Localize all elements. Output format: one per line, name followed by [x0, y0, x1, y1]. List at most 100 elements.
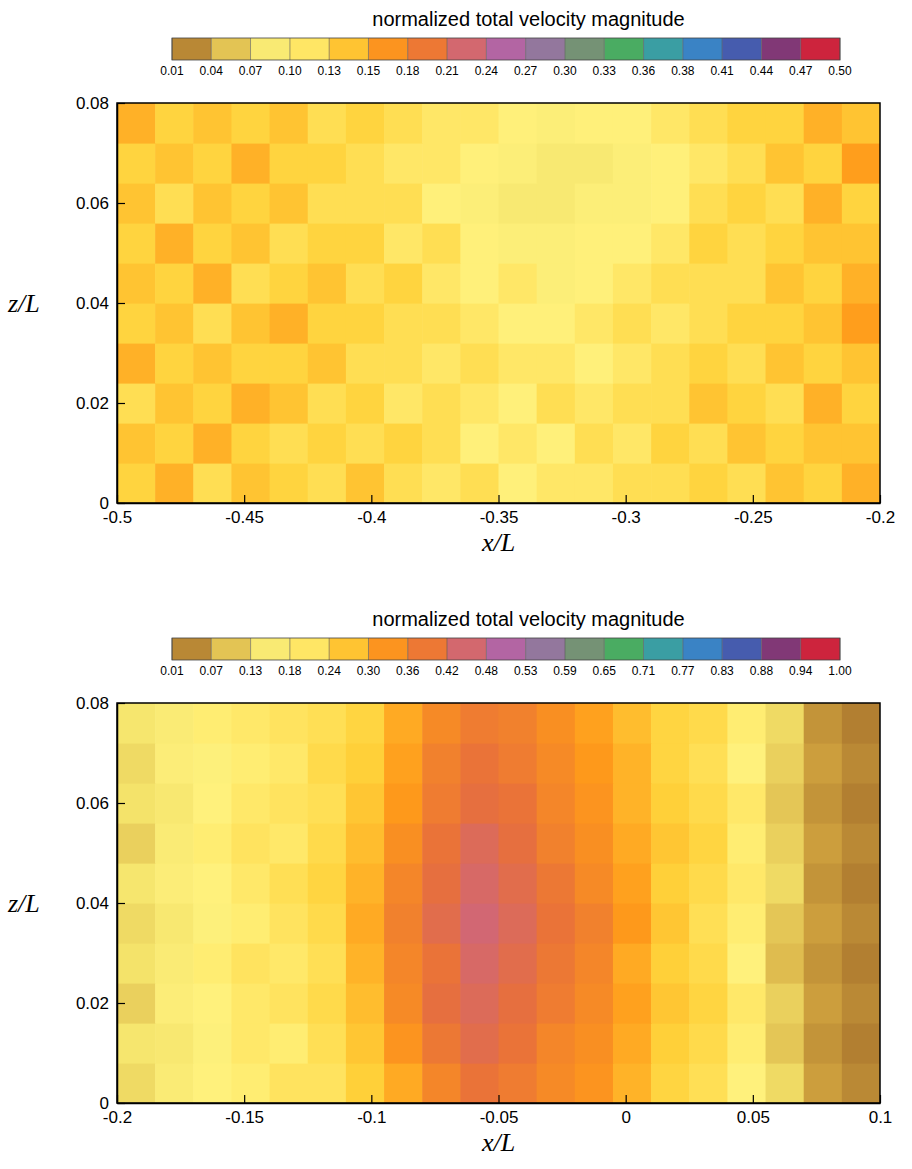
colorbar-tick-label: 0.41 — [710, 64, 734, 78]
cell — [308, 943, 347, 984]
cell — [308, 223, 347, 264]
cell — [651, 263, 690, 304]
cell — [499, 183, 538, 224]
cell — [270, 1063, 309, 1103]
cell — [575, 463, 614, 503]
colorbar-band — [486, 638, 525, 660]
cell — [537, 743, 576, 784]
cell — [689, 303, 728, 344]
cell — [193, 423, 232, 464]
cell — [460, 223, 499, 264]
cell — [842, 903, 880, 944]
cell — [193, 303, 232, 344]
cell — [422, 263, 461, 304]
colorbar-tick — [368, 638, 369, 660]
cell — [499, 783, 538, 824]
colorbar-band — [683, 38, 722, 60]
cell — [308, 303, 347, 344]
cell — [804, 943, 843, 984]
cell — [537, 783, 576, 824]
cell — [804, 863, 843, 904]
cell — [575, 383, 614, 424]
cell — [117, 103, 156, 144]
cell — [231, 223, 270, 264]
colorbar-band — [526, 638, 565, 660]
cell — [384, 223, 423, 264]
cell — [766, 143, 805, 184]
cell — [689, 463, 728, 503]
colorbar-tick — [682, 38, 683, 60]
cell — [766, 743, 805, 784]
y-tick: 0 — [100, 1094, 125, 1113]
cell — [384, 863, 423, 904]
cell — [766, 423, 805, 464]
colorbar-tick-label: 0.65 — [593, 664, 617, 678]
cell — [270, 463, 309, 503]
plot-frame — [117, 103, 880, 503]
cell — [384, 703, 423, 744]
cell — [842, 1063, 880, 1103]
cell — [422, 823, 461, 864]
cell — [651, 783, 690, 824]
cell — [537, 703, 576, 744]
x-tick-mark — [626, 495, 627, 503]
cell — [384, 183, 423, 224]
cell — [727, 183, 766, 224]
cell — [651, 903, 690, 944]
cell — [689, 383, 728, 424]
cell — [346, 783, 385, 824]
cell — [689, 863, 728, 904]
cell — [727, 863, 766, 904]
cell — [155, 1063, 194, 1103]
cell — [766, 343, 805, 384]
colorbar-tick-label: 0.24 — [317, 664, 341, 678]
cell — [842, 1023, 880, 1064]
y-tick: 0.02 — [76, 394, 125, 413]
cell — [308, 863, 347, 904]
cell — [270, 383, 309, 424]
cell — [537, 1063, 576, 1103]
cell — [575, 983, 614, 1024]
colorbar-tick-label: 0.01 — [160, 664, 184, 678]
cell — [766, 463, 805, 503]
cell — [651, 863, 690, 904]
cell — [575, 1023, 614, 1064]
colorbar-band — [172, 638, 211, 660]
cell — [651, 423, 690, 464]
cell — [766, 703, 805, 744]
colorbar-tick — [407, 638, 408, 660]
cell — [613, 1063, 652, 1103]
cell — [575, 743, 614, 784]
cell — [308, 103, 347, 144]
cell — [804, 823, 843, 864]
cell — [308, 143, 347, 184]
cell — [117, 863, 156, 904]
cell — [575, 423, 614, 464]
cell — [231, 703, 270, 744]
cell — [193, 903, 232, 944]
cell — [270, 703, 309, 744]
colorbar-band — [761, 38, 800, 60]
x-tick-mark — [244, 495, 245, 503]
cell — [193, 343, 232, 384]
y-tick-mark — [117, 503, 125, 504]
cell — [804, 143, 843, 184]
colorbar-band — [290, 638, 329, 660]
cell — [651, 383, 690, 424]
cell — [231, 303, 270, 344]
cell — [308, 983, 347, 1024]
cell — [346, 303, 385, 344]
colorbar-band — [408, 638, 447, 660]
x-tick: -0.05 — [480, 1095, 519, 1127]
cell — [842, 383, 880, 424]
cell — [613, 703, 652, 744]
colorbar-band — [172, 38, 211, 60]
x-tick: -0.3 — [612, 495, 641, 527]
colorbar-band — [722, 638, 761, 660]
colorbar-tick-label: 0.10 — [278, 64, 302, 78]
cell — [727, 383, 766, 424]
cell — [117, 783, 156, 824]
cell — [613, 303, 652, 344]
cell — [460, 263, 499, 304]
cell — [804, 703, 843, 744]
